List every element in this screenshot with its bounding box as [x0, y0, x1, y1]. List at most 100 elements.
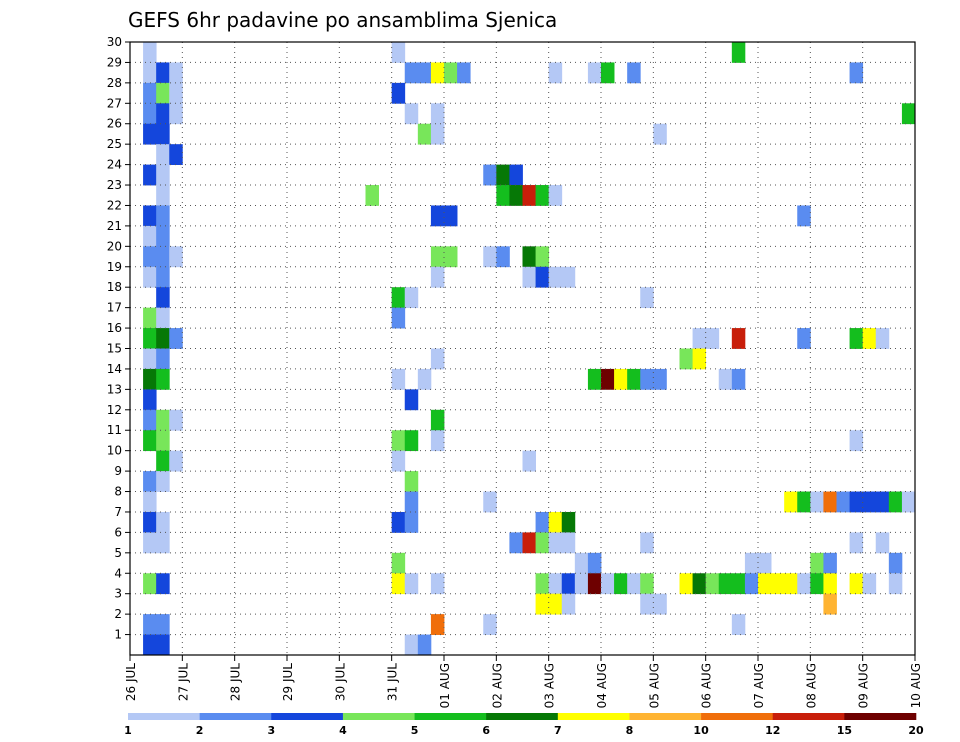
heatmap-cell — [679, 348, 693, 370]
x-tick-label: 05 AUG — [647, 663, 661, 708]
heatmap-cell — [640, 593, 654, 615]
heatmap-cell — [797, 205, 811, 227]
heatmap-cell — [430, 205, 445, 227]
heatmap-cell — [156, 266, 170, 288]
heatmap-cell — [444, 246, 458, 268]
y-tick-label: 24 — [107, 158, 122, 172]
heatmap-cell — [391, 511, 406, 533]
heatmap-cell — [143, 368, 157, 390]
heatmap-cell — [574, 552, 589, 574]
heatmap-cell — [156, 368, 170, 390]
heatmap-cell — [771, 573, 785, 595]
heatmap-cell — [640, 532, 654, 554]
legend-level-label: 5 — [411, 724, 419, 737]
heatmap-cell — [156, 450, 170, 472]
y-tick-label: 29 — [107, 55, 122, 69]
heatmap-cell — [627, 62, 641, 84]
heatmap-cell — [156, 328, 170, 349]
x-tick-label: 30 JUL — [333, 663, 347, 701]
heatmap-cell — [823, 491, 837, 513]
heatmap-cell — [535, 532, 550, 554]
heatmap-cell — [561, 573, 576, 595]
heatmap-cell — [156, 573, 170, 595]
legend-swatch — [844, 713, 917, 720]
heatmap-cell — [143, 42, 157, 63]
heatmap-cell — [404, 471, 419, 492]
heatmap-cell — [391, 552, 406, 574]
x-tick-label: 09 AUG — [857, 663, 871, 708]
heatmap-cell — [156, 471, 170, 492]
y-tick-label: 17 — [107, 301, 122, 315]
heatmap-cell — [156, 246, 170, 268]
heatmap-cell — [849, 328, 864, 349]
heatmap-cell — [444, 205, 458, 227]
y-tick-label: 28 — [107, 76, 122, 90]
heatmap-cell — [391, 450, 406, 472]
heatmap-cell — [640, 287, 654, 309]
heatmap-cell — [143, 266, 157, 288]
heatmap-cell — [587, 573, 602, 595]
heatmap-cell — [417, 123, 432, 145]
heatmap-cell — [430, 123, 445, 145]
heatmap-cell — [587, 368, 602, 390]
legend-swatch — [629, 713, 702, 720]
heatmap-cell — [587, 62, 602, 84]
legend-swatch — [772, 713, 845, 720]
heatmap-cell — [561, 532, 576, 554]
heatmap-cell — [823, 552, 837, 574]
heatmap-cell — [535, 185, 550, 206]
grid-lines — [130, 42, 915, 655]
heatmap-cell — [417, 368, 432, 390]
heatmap-cell — [888, 573, 903, 595]
legend-level-label: 6 — [482, 724, 490, 737]
legend-level-label: 2 — [196, 724, 204, 737]
heatmap-cell — [143, 532, 157, 554]
heatmap-cell — [430, 409, 445, 431]
y-tick-label: 2 — [114, 607, 122, 621]
heatmap-cell — [156, 205, 170, 227]
heatmap-cell — [548, 593, 563, 615]
y-tick-label: 15 — [107, 342, 122, 356]
heatmap-cell — [640, 368, 654, 390]
heatmap-cell — [705, 573, 720, 595]
heatmap-cell — [169, 409, 183, 431]
legend-swatch — [414, 713, 487, 720]
x-tick-label: 26 JUL — [124, 663, 138, 701]
heatmap-cell — [391, 287, 406, 309]
heatmap-cell — [587, 552, 602, 574]
heatmap-cell — [169, 103, 183, 125]
x-tick-label: 08 AUG — [804, 663, 818, 708]
x-tick-label: 10 AUG — [909, 663, 923, 708]
heatmap-cell — [561, 266, 576, 288]
heatmap-cell — [718, 368, 733, 390]
heatmap-cell — [758, 552, 772, 574]
heatmap-cell — [430, 266, 445, 288]
heatmap-cell — [535, 511, 550, 533]
heatmap-cell — [849, 491, 864, 513]
heatmap-cell — [143, 82, 157, 104]
heatmap-cell — [744, 552, 759, 574]
x-tick-label: 07 AUG — [752, 663, 766, 708]
y-tick-label: 26 — [107, 117, 122, 131]
heatmap-cell — [509, 532, 523, 554]
heatmap-cell — [862, 491, 877, 513]
heatmap-cell — [862, 328, 877, 349]
heatmap-cell — [548, 573, 563, 595]
heatmap-cell — [653, 123, 667, 145]
heatmap-cell — [849, 62, 864, 84]
legend-level-label: 3 — [267, 724, 275, 737]
heatmap-cell — [901, 103, 916, 125]
heatmap-cell — [718, 573, 733, 595]
x-tick-label: 27 JUL — [176, 663, 190, 701]
heatmap-cell — [758, 573, 772, 595]
x-tick-label: 29 JUL — [281, 663, 295, 701]
legend-level-label: 15 — [837, 724, 852, 737]
heatmap-cell — [169, 328, 183, 349]
heatmap-cell — [731, 42, 746, 63]
y-tick-label: 5 — [114, 546, 122, 560]
heatmap-cell — [143, 389, 157, 411]
heatmap-cell — [849, 430, 864, 452]
heatmap-cell — [601, 62, 615, 84]
heatmap-cell — [522, 185, 536, 206]
heatmap-cell — [143, 246, 157, 268]
